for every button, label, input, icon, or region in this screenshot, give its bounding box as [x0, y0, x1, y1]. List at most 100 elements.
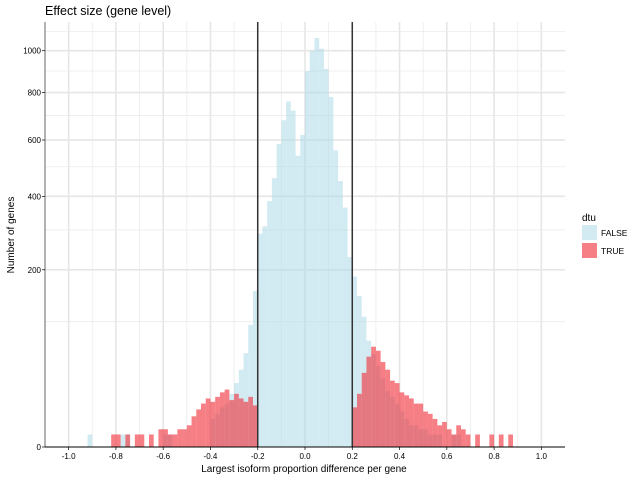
- bar-true: [177, 429, 183, 447]
- bar-true: [475, 434, 480, 447]
- bar-false: [347, 256, 353, 447]
- bar-true: [234, 393, 239, 447]
- bar-false: [87, 434, 93, 447]
- bar-false: [120, 434, 126, 447]
- bar-true: [219, 392, 225, 447]
- bar-true: [390, 380, 395, 447]
- series-true-bars: [111, 346, 513, 447]
- bar-true: [498, 434, 504, 447]
- x-tick-label: 0.6: [441, 452, 453, 461]
- y-tick-label: 600: [28, 136, 42, 145]
- legend-label-true: TRUE: [601, 246, 624, 256]
- bar-true: [201, 403, 206, 447]
- x-tick-label: -0.4: [204, 452, 218, 461]
- bar-true: [125, 434, 131, 447]
- bar-false: [323, 68, 329, 448]
- legend-swatch-true: [582, 243, 597, 258]
- bar-false: [309, 50, 315, 447]
- bar-true: [186, 425, 192, 447]
- y-tick-label: 1000: [23, 47, 41, 56]
- y-tick-label: 800: [28, 89, 42, 98]
- bar-true: [456, 425, 461, 447]
- chart-title: Effect size (gene level): [45, 4, 171, 18]
- bar-false: [314, 38, 320, 448]
- bar-false: [305, 71, 310, 447]
- bar-false: [262, 226, 268, 447]
- bar-true: [224, 389, 230, 447]
- series-false-bars: [87, 38, 461, 448]
- bar-false: [338, 181, 343, 448]
- bar-true: [158, 429, 164, 447]
- bar-true: [182, 429, 187, 447]
- bar-true: [489, 434, 495, 447]
- legend-title: dtu: [582, 213, 596, 224]
- bar-true: [196, 409, 201, 447]
- bar-true: [215, 396, 220, 447]
- bar-false: [295, 155, 301, 447]
- bar-true: [172, 434, 178, 447]
- legend: dtu FALSE TRUE: [582, 213, 628, 258]
- bar-false: [253, 290, 258, 447]
- x-tick-label: 0.8: [489, 452, 501, 461]
- y-axis-label: Number of genes: [6, 197, 17, 274]
- bar-true: [423, 411, 428, 447]
- bar-false: [267, 201, 272, 447]
- bar-true: [243, 401, 249, 447]
- x-tick-label: -0.6: [156, 452, 170, 461]
- bar-true: [399, 392, 405, 447]
- bar-true: [139, 434, 145, 447]
- bar-false: [286, 101, 291, 448]
- bar-true: [205, 398, 211, 447]
- x-tick-label: -1.0: [62, 452, 76, 461]
- bar-true: [238, 398, 244, 447]
- x-tick-label: -0.2: [251, 452, 265, 461]
- bar-false: [290, 110, 296, 448]
- bar-false: [333, 150, 339, 447]
- bar-true: [191, 416, 197, 447]
- x-axis-ticks: -1.0 -0.8 -0.6 -0.4 -0.2 0.0 0.2 0.4 0.6 0.8 1.0: [62, 447, 548, 461]
- bar-true: [465, 434, 471, 447]
- bar-false: [357, 296, 362, 447]
- bar-false: [342, 207, 348, 447]
- bar-true: [253, 405, 258, 447]
- bar-false: [271, 178, 277, 447]
- bar-true: [380, 362, 386, 447]
- bar-true: [404, 395, 409, 447]
- bar-true: [357, 393, 362, 447]
- bar-true: [409, 398, 414, 447]
- x-tick-label: 1.0: [536, 452, 548, 461]
- bar-true: [167, 434, 173, 447]
- bar-true: [375, 350, 381, 447]
- bar-false: [276, 143, 282, 447]
- bar-true: [394, 383, 400, 447]
- y-tick-label: 200: [28, 266, 42, 275]
- bar-true: [413, 403, 419, 447]
- y-axis-ticks: 0 200 400 600 800 1000: [23, 47, 45, 452]
- bar-true: [385, 369, 391, 447]
- bar-false: [281, 120, 287, 447]
- bar-true: [418, 403, 424, 447]
- bar-false: [300, 134, 305, 447]
- bar-false: [248, 324, 253, 447]
- y-tick-label: 0: [37, 443, 42, 452]
- bar-false: [352, 276, 357, 447]
- bar-true: [149, 434, 154, 447]
- bar-true: [115, 434, 121, 447]
- bar-true: [432, 418, 438, 447]
- bar-false: [328, 96, 334, 448]
- bar-true: [371, 346, 376, 447]
- bar-true: [134, 434, 140, 447]
- bar-true: [446, 429, 452, 447]
- x-tick-label: -0.8: [109, 452, 123, 461]
- y-tick-label: 400: [28, 192, 42, 201]
- bar-true: [352, 407, 357, 447]
- bar-false: [319, 48, 324, 448]
- bar-true: [437, 425, 443, 447]
- bar-true: [461, 429, 466, 447]
- bar-true: [210, 401, 216, 447]
- x-tick-label: 0.0: [299, 452, 311, 461]
- bar-true: [366, 356, 372, 447]
- bar-true: [229, 400, 235, 447]
- bar-true: [508, 434, 513, 447]
